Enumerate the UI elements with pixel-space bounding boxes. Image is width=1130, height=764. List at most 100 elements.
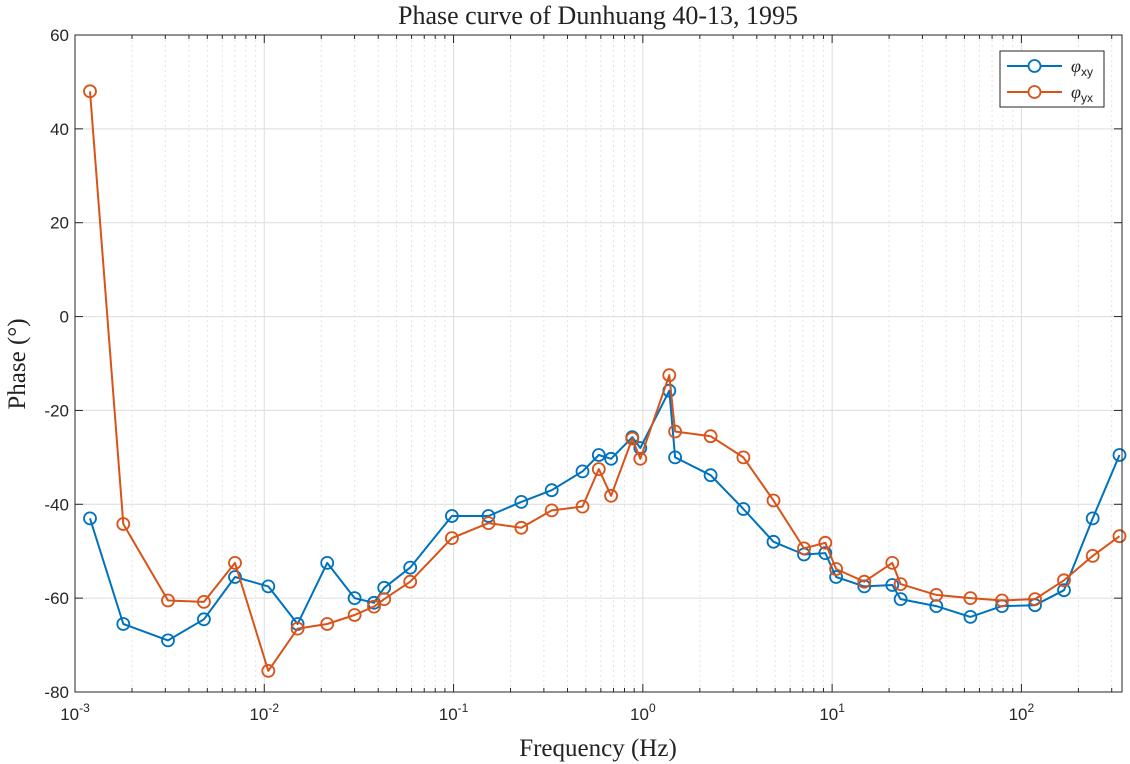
data-point-yx [857, 574, 872, 589]
data-point-xy [544, 483, 559, 498]
data-point-xy [1085, 511, 1100, 526]
data-point-xy [633, 441, 648, 455]
data-point-yx [625, 431, 640, 446]
legend-label: φxy [1071, 56, 1093, 79]
x-tick-label: 10-3 [60, 701, 90, 724]
legend-swatch-marker [1027, 85, 1042, 99]
legend: φxy φyx [999, 50, 1105, 108]
y-tick-label: -20 [44, 401, 69, 420]
data-point-xy [320, 556, 335, 570]
data-point-xy [116, 617, 131, 631]
y-tick-label: -80 [44, 683, 69, 702]
plot-area [74, 34, 1127, 693]
data-point-yx [829, 562, 843, 576]
y-tick-labels: -80 -60 -40 -20 0 20 40 60 [44, 26, 69, 702]
data-point-yx [196, 595, 211, 609]
x-tick-label: 10-2 [249, 701, 279, 724]
data-point-yx [818, 535, 833, 550]
legend-box [999, 50, 1105, 108]
data-point-yx [797, 541, 811, 556]
chart-title: Phase curve of Dunhuang 40-13, 1995 [398, 1, 798, 30]
y-tick-label: 0 [60, 308, 69, 327]
legend-items: φxy φyx [1007, 56, 1093, 105]
plot-background [75, 35, 1122, 692]
x-axis-label: Frequency (Hz) [519, 735, 677, 762]
data-point-xy [829, 570, 843, 584]
data-point-yx [885, 556, 900, 570]
data-point-xy [668, 450, 682, 465]
data-point-xy [703, 468, 718, 483]
data-point-xy [857, 579, 872, 594]
x-tick-label: 101 [819, 701, 845, 724]
plot-frame [74, 34, 1123, 693]
data-point-xy [766, 534, 781, 549]
series-yx [83, 84, 1127, 678]
data-point-xy [591, 448, 606, 462]
data-point-xy [963, 610, 978, 624]
data-point-xy [893, 592, 908, 606]
data-point-yx [377, 592, 392, 606]
data-point-xy [83, 511, 97, 526]
data-point-xy [228, 570, 242, 584]
legend-item-xy: φxy [1007, 56, 1093, 79]
y-tick-label: -60 [44, 589, 69, 608]
data-point-yx [83, 84, 97, 99]
data-point-yx [481, 516, 496, 530]
data-point-yx [347, 608, 362, 622]
data-point-yx [1028, 592, 1042, 606]
data-point-xy [481, 509, 496, 523]
data-point-xy [604, 451, 618, 466]
data-point-yx [161, 593, 175, 608]
y-tick-label: -40 [44, 495, 69, 514]
data-point-yx [261, 664, 276, 678]
y-tick-label: 40 [50, 120, 69, 139]
data-point-xy [1057, 583, 1071, 598]
axis-ticks [74, 34, 1122, 693]
data-point-yx [116, 517, 131, 531]
data-point-xy [261, 579, 276, 594]
data-point-yx [662, 368, 677, 383]
data-point-yx [766, 493, 781, 508]
data-point-yx [736, 450, 751, 465]
series-layer [83, 84, 1127, 678]
data-point-yx [228, 556, 242, 570]
y-tick-label: 60 [50, 26, 69, 45]
legend-label: φyx [1071, 82, 1093, 105]
data-point-yx [893, 577, 908, 591]
data-point-yx [544, 503, 559, 518]
data-point-xy [885, 578, 900, 592]
x-tick-label: 100 [630, 701, 656, 724]
data-point-yx [604, 488, 618, 503]
data-point-yx [703, 429, 718, 444]
x-tick-label: 10-1 [439, 701, 469, 724]
x-tick-labels: 10-3 10-2 10-1 100 101 102 [60, 701, 1034, 724]
data-point-yx [514, 520, 529, 535]
data-point-xy [575, 464, 590, 479]
data-point-xy [1112, 448, 1127, 462]
data-point-yx [403, 574, 418, 589]
y-axis-label: Phase (°) [4, 318, 31, 409]
data-point-yx [320, 617, 335, 631]
data-point-xy [196, 612, 211, 627]
data-point-yx [633, 451, 648, 466]
y-tick-label: 20 [50, 214, 69, 233]
legend-item-yx: φyx [1007, 82, 1093, 105]
data-point-xy [736, 502, 751, 516]
data-point-xy [514, 494, 529, 509]
data-point-yx [575, 499, 590, 514]
data-point-yx [444, 531, 459, 545]
data-point-xy [161, 633, 175, 648]
data-point-xy [818, 546, 833, 560]
series-line-yx [89, 91, 1121, 672]
data-point-yx [1057, 573, 1071, 588]
data-point-yx [591, 462, 606, 477]
data-point-yx [367, 599, 381, 614]
data-point-xy [403, 560, 418, 575]
data-point-yx [290, 621, 305, 636]
data-point-yx [929, 588, 944, 602]
data-point-yx [963, 591, 978, 605]
data-point-yx [995, 593, 1009, 608]
data-point-xy [444, 509, 459, 523]
series-line-xy [89, 389, 1121, 642]
